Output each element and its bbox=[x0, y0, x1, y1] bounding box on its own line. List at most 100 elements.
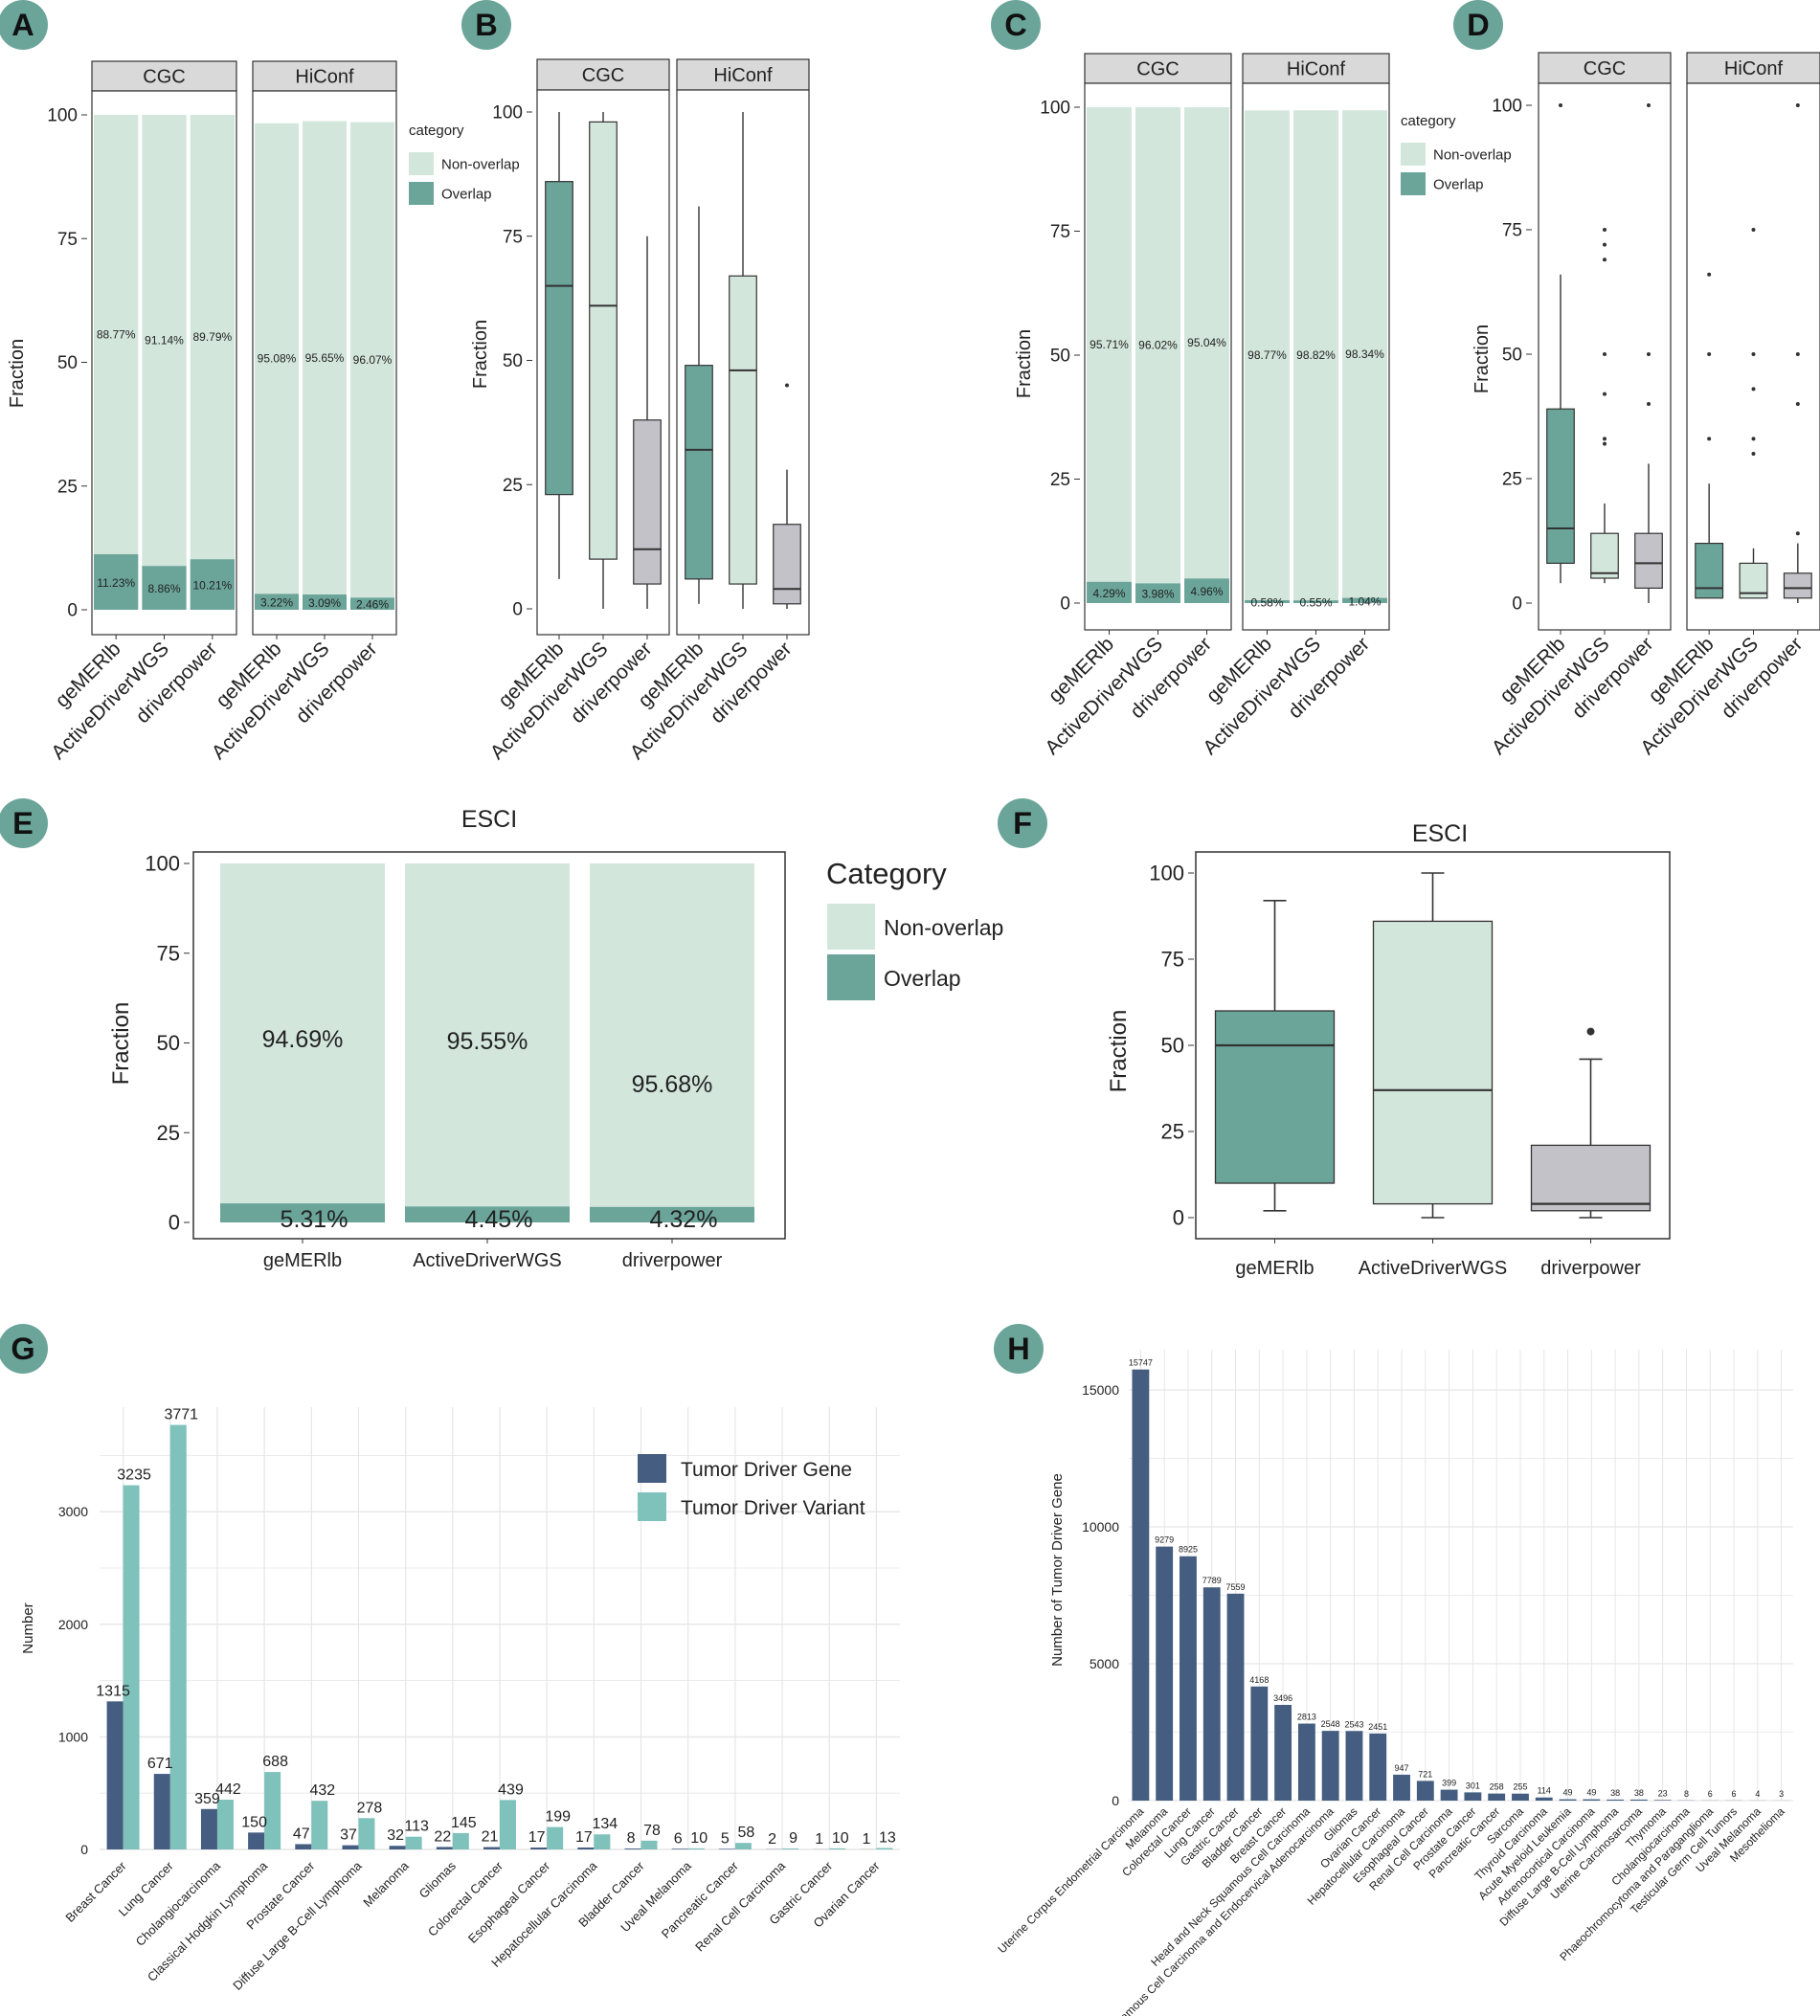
data-label: 301 bbox=[1466, 1781, 1480, 1790]
y-tick-label: 100 bbox=[1040, 99, 1070, 119]
panel-badge-h bbox=[994, 1324, 1044, 1374]
box bbox=[1590, 532, 1619, 579]
outlier-point bbox=[1795, 531, 1800, 536]
facet-strip bbox=[1084, 53, 1232, 84]
y-tick-label: 100 bbox=[1492, 97, 1522, 117]
facet-label: HiConf bbox=[713, 65, 773, 86]
bar-driver-gene bbox=[1156, 1546, 1174, 1801]
data-label-driver-gene: 8 bbox=[627, 1830, 636, 1847]
data-label-nonoverlap: 98.34% bbox=[1345, 347, 1384, 361]
y-tick-label: 75 bbox=[57, 230, 78, 250]
panel-badge-f bbox=[998, 798, 1047, 848]
outlier-point bbox=[1603, 228, 1607, 232]
data-label-nonoverlap: 95.68% bbox=[632, 1071, 713, 1098]
y-tick-label: 100 bbox=[492, 103, 523, 123]
x-tick-label: Melanoma bbox=[360, 1858, 412, 1910]
bar-nonoverlap bbox=[350, 122, 394, 598]
data-label-nonoverlap: 95.55% bbox=[447, 1028, 528, 1055]
bar-overlap bbox=[1342, 597, 1387, 603]
bar-overlap bbox=[1184, 578, 1229, 603]
y-tick-label: 15000 bbox=[1082, 1382, 1119, 1398]
data-label-driver-gene: 1315 bbox=[96, 1683, 130, 1699]
data-label-driver-variant: 113 bbox=[404, 1819, 429, 1835]
legend-title: Category bbox=[826, 857, 947, 890]
bar-driver-gene bbox=[1559, 1799, 1577, 1801]
data-label: 258 bbox=[1490, 1782, 1504, 1792]
data-label-overlap: 4.45% bbox=[465, 1206, 533, 1233]
bar-driver-variant bbox=[123, 1485, 140, 1849]
facet-label: HiConf bbox=[1287, 58, 1346, 79]
data-label: 2451 bbox=[1368, 1722, 1387, 1732]
bar-nonoverlap bbox=[190, 115, 235, 560]
data-label-overlap: 4.32% bbox=[650, 1206, 718, 1233]
bar-nonoverlap bbox=[303, 121, 347, 595]
data-label: 6 bbox=[1732, 1789, 1737, 1799]
box bbox=[1546, 408, 1575, 565]
bar-driver-gene bbox=[1297, 1723, 1315, 1801]
panel-letter-f: F bbox=[1013, 806, 1032, 840]
bar-driver-variant bbox=[594, 1834, 611, 1849]
facet-label: CGC bbox=[582, 65, 624, 86]
panel-letter-c: C bbox=[1004, 8, 1026, 42]
bar-driver-gene bbox=[1250, 1686, 1269, 1801]
data-label-driver-gene: 32 bbox=[387, 1827, 404, 1844]
data-label-nonoverlap: 88.77% bbox=[97, 327, 136, 341]
data-label-driver-gene: 6 bbox=[674, 1830, 683, 1847]
data-label: 15747 bbox=[1129, 1358, 1153, 1368]
bar-driver-gene bbox=[153, 1774, 170, 1849]
data-label-overlap: 3.09% bbox=[308, 596, 341, 610]
bar-driver-gene bbox=[200, 1808, 217, 1849]
y-tick-label: 0 bbox=[1060, 594, 1070, 615]
data-label-driver-variant: 432 bbox=[309, 1782, 335, 1799]
bar-overlap bbox=[590, 1206, 754, 1222]
bar-driver-variant bbox=[876, 1848, 893, 1849]
data-label: 2813 bbox=[1297, 1713, 1316, 1722]
y-axis-label: Number bbox=[20, 1602, 36, 1653]
data-label-overlap: 8.86% bbox=[147, 582, 180, 595]
outlier-point bbox=[1751, 452, 1756, 456]
bar-overlap bbox=[220, 1203, 385, 1222]
data-label: 38 bbox=[1634, 1788, 1644, 1798]
data-label-overlap: 3.22% bbox=[260, 596, 293, 610]
box bbox=[1372, 920, 1494, 1205]
bar-driver-variant bbox=[358, 1818, 375, 1849]
data-label: 3 bbox=[1779, 1789, 1784, 1799]
y-tick-label: 0 bbox=[1512, 594, 1522, 615]
bar-driver-gene bbox=[530, 1848, 548, 1849]
x-tick-label: Renal Cell Carcinoma bbox=[692, 1858, 789, 1955]
bar-nonoverlap bbox=[1184, 107, 1229, 579]
data-label-driver-gene: 150 bbox=[241, 1814, 267, 1830]
outlier-point bbox=[785, 383, 789, 388]
facet-label: CGC bbox=[1584, 58, 1626, 79]
bar-nonoverlap bbox=[1245, 110, 1290, 600]
bar-driver-gene bbox=[389, 1846, 406, 1849]
panel-badge-a bbox=[0, 0, 48, 50]
outlier-point bbox=[1647, 103, 1651, 107]
data-label: 9279 bbox=[1155, 1535, 1174, 1545]
bar-driver-gene bbox=[1512, 1793, 1529, 1801]
bar-driver-gene bbox=[577, 1848, 595, 1849]
bar-driver-gene bbox=[342, 1845, 359, 1849]
bar-driver-variant bbox=[405, 1836, 422, 1849]
legend-title: category bbox=[409, 123, 464, 139]
bar-driver-gene bbox=[248, 1832, 265, 1849]
data-label: 721 bbox=[1418, 1769, 1432, 1779]
y-tick-label: 50 bbox=[503, 351, 523, 371]
y-axis-label: Fraction bbox=[1472, 325, 1493, 393]
outlier-point bbox=[1751, 228, 1756, 232]
bar-overlap bbox=[405, 1206, 570, 1222]
facet-strip bbox=[1686, 52, 1820, 84]
box bbox=[1634, 532, 1663, 590]
panel-letter-e: E bbox=[12, 806, 34, 840]
bar-driver-gene bbox=[436, 1847, 453, 1849]
y-tick-label: 75 bbox=[157, 941, 180, 965]
data-label-driver-variant: 13 bbox=[879, 1829, 896, 1846]
data-label-driver-variant: 10 bbox=[832, 1830, 849, 1847]
data-label-driver-variant: 134 bbox=[593, 1816, 618, 1832]
legend-label: Non-overlap bbox=[884, 915, 1003, 940]
y-tick-label: 75 bbox=[1050, 222, 1070, 242]
box bbox=[1214, 1010, 1336, 1184]
bar-driver-gene bbox=[1583, 1799, 1601, 1801]
y-axis-label: Fraction bbox=[1106, 1010, 1132, 1093]
bar-driver-gene bbox=[1321, 1731, 1339, 1801]
